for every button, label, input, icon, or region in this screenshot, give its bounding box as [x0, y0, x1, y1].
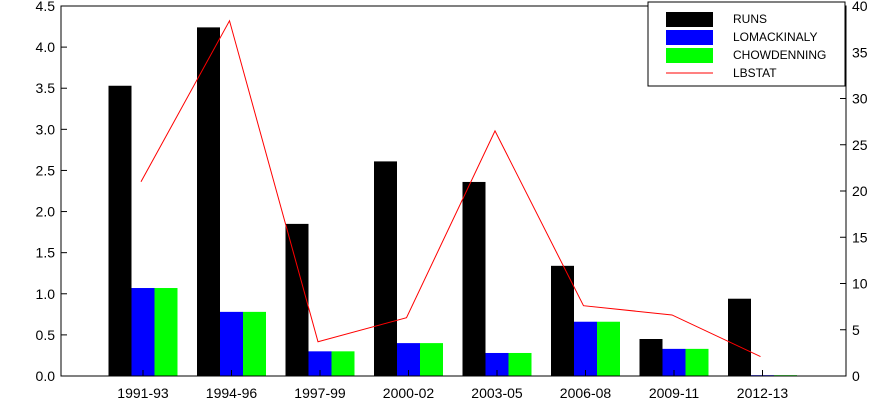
- bar-lomackinaly: [485, 352, 509, 376]
- left-tick-label: 0.0: [36, 368, 56, 384]
- bar-runs: [462, 181, 486, 376]
- x-tick-label: 2006-08: [560, 385, 612, 401]
- bar-lomackinaly: [308, 351, 332, 376]
- right-tick-label: 0: [852, 368, 860, 384]
- right-tick-label: 30: [852, 91, 868, 107]
- bars-layer: [108, 27, 797, 376]
- bar-lomackinaly: [397, 343, 420, 376]
- bar-runs: [639, 339, 663, 376]
- right-tick-label: 15: [852, 229, 868, 245]
- bar-lomackinaly: [131, 288, 155, 376]
- bar-runs: [285, 223, 309, 376]
- x-axis-ticks: 1991-93 1994-96 1997-99 2000-02 2003-05 2006-…: [117, 370, 788, 401]
- right-axis-ticks: 0 5 10 15 20 25 30 35 40: [840, 0, 868, 384]
- legend-label: RUNS: [733, 12, 767, 26]
- left-tick-label: 3.0: [36, 121, 56, 137]
- left-axis-ticks: 0.0 0.5 1.0 1.5 2.0 2.5 3.0 3.5 4.0 4.5: [36, 0, 67, 384]
- x-tick-label: 1991-93: [117, 385, 169, 401]
- bar-lomackinaly: [220, 311, 243, 376]
- bar-chowdenning: [420, 343, 443, 376]
- bar-runs: [551, 265, 574, 376]
- x-tick-label: 1997-99: [294, 385, 346, 401]
- line-layer: [140, 19, 761, 358]
- left-tick-label: 0.5: [36, 327, 56, 343]
- x-tick-label: 2012-13: [737, 385, 789, 401]
- bar-runs: [374, 161, 397, 376]
- legend-label: CHOWDENNING: [733, 48, 826, 62]
- bar-chowdenning: [685, 348, 709, 376]
- bar-runs: [728, 298, 751, 376]
- x-tick-label: 1994-96: [206, 385, 258, 401]
- legend-swatch-runs: [666, 12, 713, 27]
- left-tick-label: 1.5: [36, 245, 56, 261]
- left-tick-label: 1.0: [36, 286, 56, 302]
- right-tick-label: 35: [852, 44, 868, 60]
- bar-chowdenning: [597, 321, 620, 376]
- left-tick-label: 2.0: [36, 204, 56, 220]
- legend: RUNS LOMACKINALY CHOWDENNING LBSTAT: [647, 1, 846, 87]
- left-tick-label: 4.5: [36, 0, 56, 14]
- bar-chowdenning: [508, 352, 532, 376]
- right-tick-label: 40: [852, 0, 868, 14]
- right-tick-label: 10: [852, 276, 868, 292]
- legend-label: LBSTAT: [733, 66, 777, 80]
- bar-chowdenning: [154, 288, 178, 376]
- bar-runs: [108, 85, 132, 376]
- x-tick-label: 2003-05: [471, 385, 523, 401]
- x-tick-label: 2000-02: [383, 385, 435, 401]
- line-lbstat: [140, 19, 761, 358]
- right-tick-label: 25: [852, 137, 868, 153]
- legend-swatch-lomackinaly: [666, 30, 713, 45]
- bar-runs: [197, 27, 220, 376]
- bar-chowdenning: [331, 351, 355, 376]
- legend-swatch-chowdenning: [666, 48, 713, 63]
- left-tick-label: 3.5: [36, 80, 56, 96]
- bar-lomackinaly: [574, 321, 597, 376]
- left-tick-label: 2.5: [36, 162, 56, 178]
- bar-chowdenning: [243, 311, 266, 376]
- right-tick-label: 20: [852, 183, 868, 199]
- left-tick-label: 4.0: [36, 39, 56, 55]
- right-tick-label: 5: [852, 322, 860, 338]
- x-tick-label: 2009-11: [649, 385, 700, 401]
- bar-lomackinaly: [662, 348, 686, 376]
- legend-label: LOMACKINALY: [733, 30, 817, 44]
